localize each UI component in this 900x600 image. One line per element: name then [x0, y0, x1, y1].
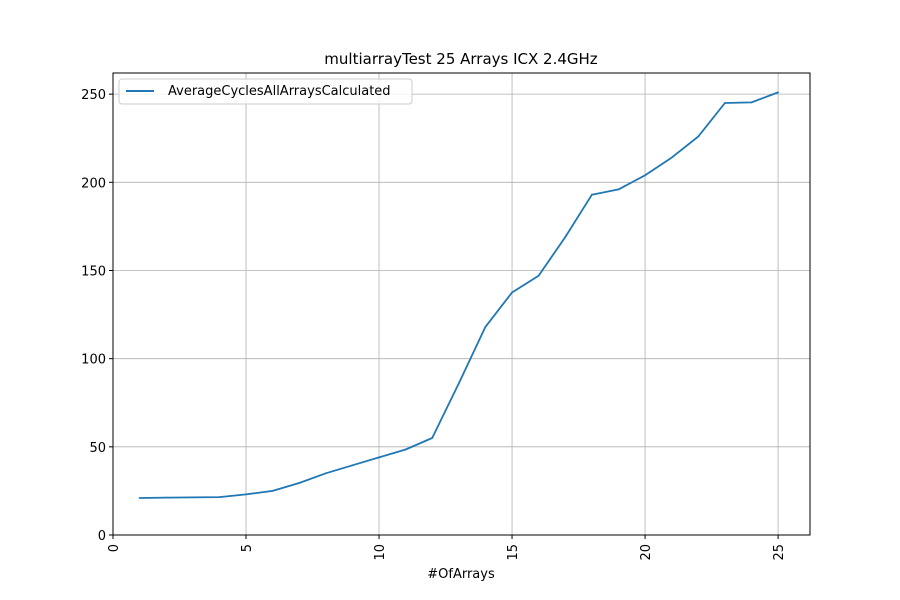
data-point — [617, 188, 620, 191]
x-tick-label: 0 — [107, 544, 122, 552]
data-point — [537, 274, 540, 277]
data-point — [644, 174, 646, 177]
data-point — [511, 291, 513, 294]
data-point — [138, 497, 141, 499]
data-point — [750, 101, 753, 104]
y-tick-label: 100 — [81, 353, 106, 368]
y-tick-label: 250 — [81, 88, 106, 103]
data-point — [457, 382, 460, 385]
data-point — [777, 91, 779, 94]
data-point — [484, 326, 487, 328]
data-point — [431, 437, 434, 439]
x-axis-label: #OfArrays — [427, 567, 495, 582]
legend-box — [118, 78, 413, 105]
data-point — [324, 472, 327, 475]
data-point — [298, 482, 301, 484]
y-tick-label: 50 — [89, 441, 106, 456]
y-tick-label: 200 — [81, 176, 106, 191]
data-point — [697, 135, 700, 138]
x-tick-label: 25 — [772, 544, 787, 561]
x-tick-label: 10 — [373, 544, 388, 561]
plot-area-frame — [112, 72, 811, 536]
y-tick-label: 150 — [81, 264, 106, 279]
legend: AverageCyclesAllArraysCalculated — [118, 78, 413, 105]
data-point — [724, 102, 726, 104]
legend-label: AverageCyclesAllArraysCalculated — [168, 84, 391, 99]
grid — [112, 73, 810, 536]
data-point — [218, 496, 221, 498]
x-tick-label: 5 — [240, 544, 255, 552]
data-point — [245, 493, 247, 496]
chart-title: multiarrayTest 25 Arrays ICX 2.4GHz — [324, 50, 598, 68]
data-point — [191, 496, 194, 499]
y-tick-label: 0 — [98, 529, 106, 544]
data-point — [378, 456, 380, 459]
data-point — [351, 464, 354, 467]
data-point — [271, 490, 274, 492]
data-point — [165, 496, 168, 499]
x-tick-label: 15 — [506, 544, 521, 561]
data-point — [591, 193, 593, 196]
x-tick-label: 20 — [639, 544, 654, 561]
data-point — [564, 236, 567, 238]
data-point — [404, 448, 407, 451]
series-layer — [138, 91, 779, 499]
data-point — [670, 156, 673, 159]
